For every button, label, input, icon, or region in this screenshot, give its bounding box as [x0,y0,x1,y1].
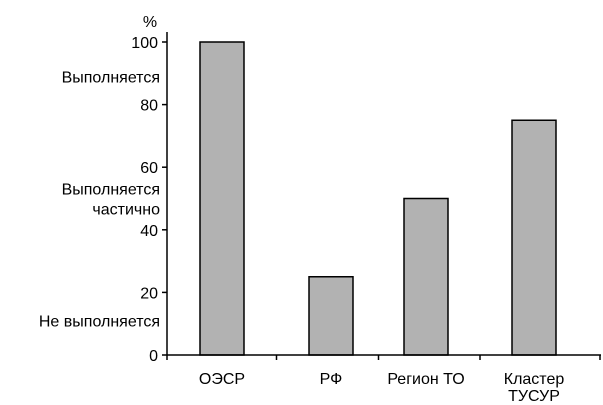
bar-1 [199,41,245,356]
y-ticks-group: 0 20 40 60 80 100 [131,35,167,365]
axes-group [166,32,601,356]
category-label-2-line-1: РФ [320,371,343,388]
band-label-2-line-1: Выполняется [62,182,160,199]
band-label-3-line-1: Не выполняется [39,314,160,331]
bars-group [199,41,557,356]
bar-2 [308,276,354,356]
y-axis-unit-label: % [143,14,157,31]
x-ticks-group [166,355,601,360]
y-tick-label-60: 60 [140,160,158,177]
bar-4 [511,119,557,356]
y-tick-label-100: 100 [131,35,158,52]
category-label-4-line-2: ТУСУР [508,388,560,405]
category-label-4-line-1: Кластер [504,371,565,388]
band-label-1-line-1: Выполняется [62,69,160,86]
bar-3 [403,197,449,356]
y-tick-label-20: 20 [140,285,158,302]
y-tick-label-80: 80 [140,98,158,115]
y-tick-label-40: 40 [140,223,158,240]
category-label-3-line-1: Регион ТО [387,371,464,388]
y-tick-label-0: 0 [149,348,158,365]
category-label-1-line-1: ОЭСР [199,371,245,388]
band-labels-group: Выполняется Выполняется частично Не выполня… [39,69,160,330]
band-label-2-line-2: частично [92,202,160,219]
